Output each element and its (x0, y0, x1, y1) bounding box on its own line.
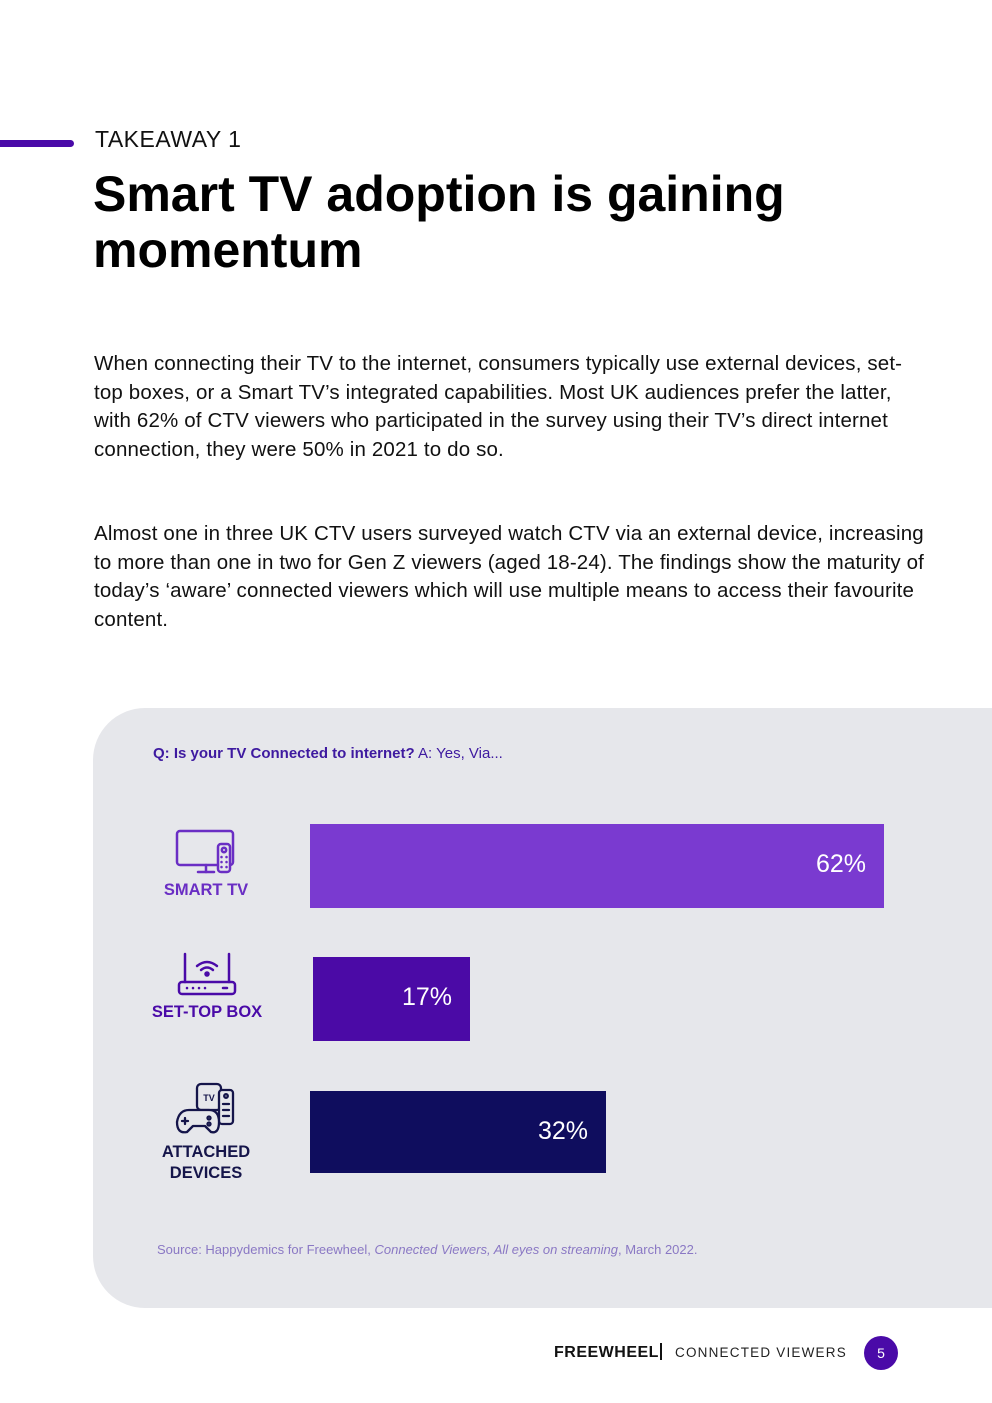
bar-attached-devices: 32% (310, 1091, 606, 1173)
accent-line (0, 140, 74, 147)
source-prefix: Source: Happydemics for Freewheel, (157, 1242, 375, 1257)
question-text: Q: Is your TV Connected to internet? (153, 745, 415, 762)
category-smart-tv: SMART TV (141, 828, 271, 901)
smart-tv-icon (175, 829, 235, 874)
category-label: ATTACHED DEVICES (161, 1143, 251, 1182)
bar-value-label: 32% (537, 1117, 588, 1145)
category-label: SET-TOP BOX (151, 1003, 263, 1021)
bar-set-top-box: 17% (313, 957, 470, 1041)
router-icon (177, 952, 237, 996)
bar-value-label: 17% (401, 983, 452, 1011)
svg-text:TV: TV (203, 1093, 215, 1103)
chart-question: Q: Is your TV Connected to internet? A: … (153, 745, 503, 762)
body-paragraph-1: When connecting their TV to the internet… (94, 352, 903, 461)
body-paragraph-2: Almost one in three UK CTV users surveye… (94, 522, 924, 631)
source-note: Source: Happydemics for Freewheel, Conne… (157, 1242, 698, 1257)
category-attached-devices: TV ATTACHED DEVICES (141, 1082, 271, 1184)
category-set-top-box: SET-TOP BOX (141, 950, 273, 1023)
source-italic: Connected Viewers, All eyes on streaming (374, 1242, 618, 1257)
page-number: 5 (864, 1336, 898, 1370)
category-label: SMART TV (163, 881, 249, 899)
footer-divider (660, 1343, 662, 1360)
chart-panel: Q: Is your TV Connected to internet? A: … (93, 708, 992, 1308)
source-suffix: , March 2022. (618, 1242, 698, 1257)
freewheel-logo: FREEWHEEL (554, 1344, 659, 1361)
footer-publication: CONNECTED VIEWERS (675, 1345, 847, 1360)
section-kicker: TAKEAWAY 1 (95, 126, 242, 152)
devices-icon: TV (175, 1082, 235, 1134)
bar-smart-tv: 62% (310, 824, 884, 908)
bar-value-label: 62% (815, 850, 866, 878)
answer-text: A: Yes, Via... (418, 745, 503, 762)
page-title: Smart TV adoption is gaining momentum (93, 166, 785, 278)
